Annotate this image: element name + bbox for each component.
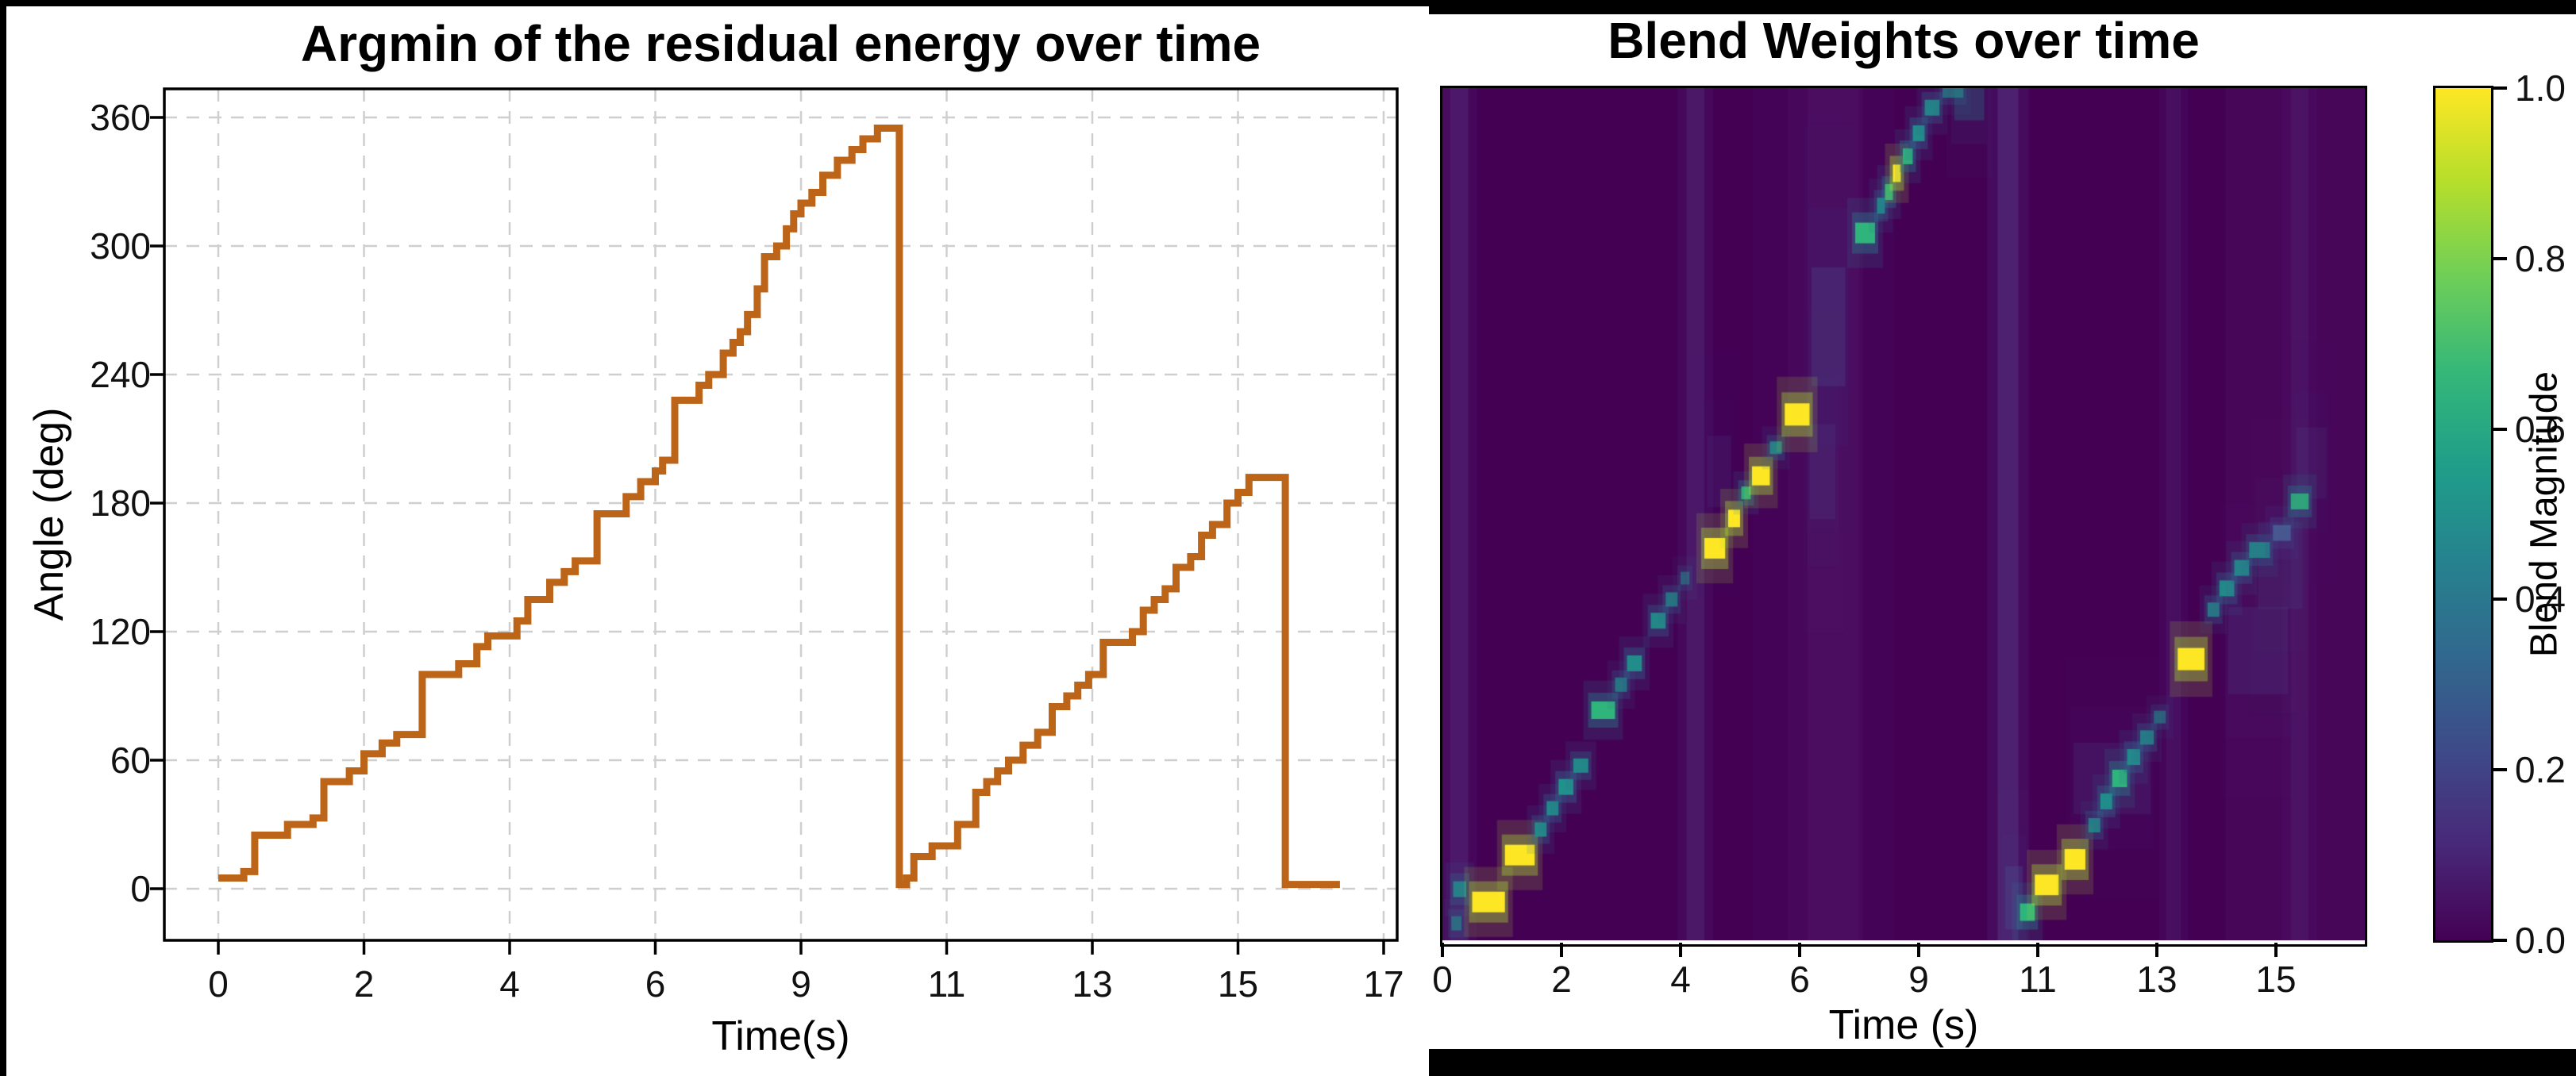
right-x-tick-mark — [1441, 943, 1444, 957]
right-x-tick-label: 11 — [2019, 959, 2057, 1000]
colorbar-tick-label: 0.6 — [2515, 408, 2566, 450]
right-x-tick-label: 13 — [2136, 959, 2177, 1000]
colorbar-gradient — [2433, 86, 2493, 943]
right-xaxis-label: Time (s) — [1828, 1002, 1979, 1048]
colorbar-tick-mark — [2493, 86, 2507, 90]
colorbar-tick-label: 0.4 — [2515, 578, 2566, 621]
left-x-tick-label: 4 — [499, 963, 520, 1005]
colorbar-label: Blend Magnitude — [2523, 371, 2566, 658]
left-y-tick-label: 360 — [90, 97, 151, 138]
colorbar-tick-mark — [2493, 256, 2507, 260]
colorbar-tick-label: 0.2 — [2515, 749, 2566, 791]
colorbar-tick-mark — [2493, 768, 2507, 772]
right-x-tick-mark — [1560, 943, 1563, 957]
right-x-tick-mark — [2155, 943, 2158, 957]
left-y-tick-label: 240 — [90, 354, 151, 395]
colorbar-tick-label: 0.8 — [2515, 237, 2566, 279]
right-x-tick-mark — [1917, 943, 1920, 957]
colorbar-tick-mark — [2493, 598, 2507, 601]
heatmap-frame — [1440, 86, 2367, 947]
left-x-tick-label: 6 — [645, 963, 666, 1005]
left-x-tick-label: 11 — [927, 963, 966, 1005]
step-line-series — [218, 125, 1340, 889]
left-x-tick-label: 13 — [1072, 963, 1113, 1005]
heatmap-image — [1442, 88, 2365, 940]
right-x-tick-label: 4 — [1670, 959, 1691, 1000]
plot-spines — [163, 87, 1399, 942]
right-x-tick-label: 9 — [1908, 959, 1929, 1000]
left-x-tick-label: 17 — [1363, 963, 1404, 1005]
right-x-tick-mark — [1798, 943, 1801, 957]
left-chart-title: Argmin of the residual energy over time — [300, 15, 1261, 72]
right-x-tick-label: 15 — [2255, 959, 2297, 1000]
left-x-tick-label: 9 — [791, 963, 811, 1005]
right-x-tick-label: 0 — [1432, 959, 1453, 1000]
left-x-tick-label: 2 — [353, 963, 375, 1005]
left-x-tick-label: 15 — [1217, 963, 1259, 1005]
left-y-tick-label: 180 — [90, 482, 151, 524]
colorbar-tick-mark — [2493, 939, 2507, 942]
left-y-tick-label: 60 — [110, 740, 151, 781]
colorbar-tick-label: 0.0 — [2515, 920, 2566, 961]
colorbar-tick-label: 1.0 — [2515, 67, 2566, 109]
left-x-tick-label: 0 — [208, 963, 229, 1005]
right-chart-title: Blend Weights over time — [1608, 12, 2200, 69]
left-figure-panel — [6, 6, 1429, 1076]
left-y-tick-label: 120 — [90, 611, 151, 652]
colorbar-tick-mark — [2493, 427, 2507, 431]
right-x-tick-label: 6 — [1789, 959, 1810, 1000]
left-xaxis-label: Time(s) — [711, 1013, 850, 1059]
left-y-tick-label: 300 — [90, 225, 151, 267]
left-y-tick-label: 0 — [130, 868, 151, 909]
right-x-tick-mark — [2274, 943, 2278, 957]
right-x-tick-mark — [2036, 943, 2039, 957]
right-x-tick-mark — [1679, 943, 1682, 957]
right-x-tick-label: 2 — [1551, 959, 1572, 1000]
